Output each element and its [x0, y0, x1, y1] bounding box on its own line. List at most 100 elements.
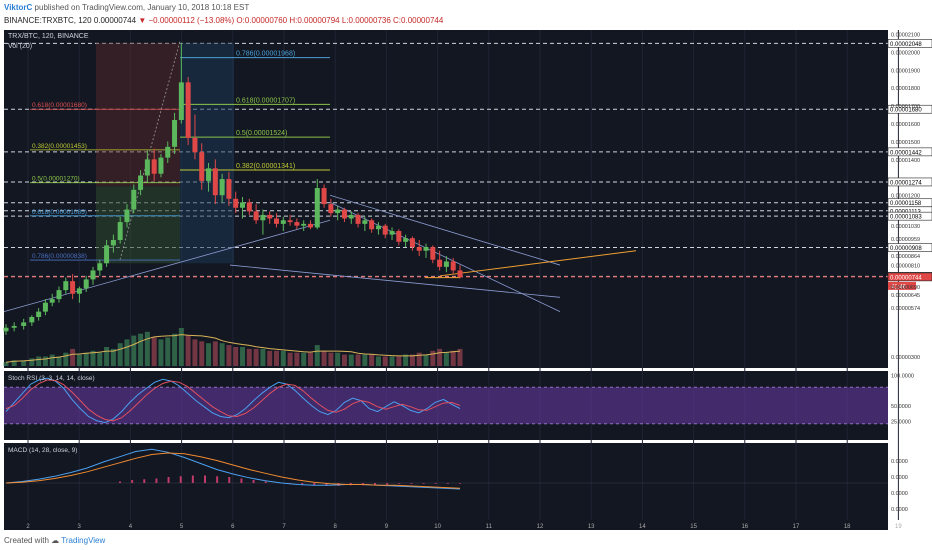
macd-hist-bar: [191, 475, 194, 483]
price-marker-box: [887, 147, 932, 157]
volume-bar: [314, 345, 320, 366]
candle-body: [294, 222, 300, 226]
macd-hist-bar: [422, 483, 425, 484]
candle-body: [56, 290, 62, 300]
macd-hist-bar: [434, 483, 437, 484]
candle-body: [124, 209, 130, 223]
support-line: [439, 250, 637, 277]
volume-bar: [97, 352, 103, 366]
author-link[interactable]: ViktorC: [4, 3, 33, 12]
volume-bar: [450, 350, 456, 366]
macd-hist-bar: [446, 483, 449, 484]
volume-bar: [382, 356, 388, 366]
candle-body: [233, 198, 239, 208]
chart-canvas[interactable]: 2 3 4 5 6 7 8 9 10 11 12 13 14 15 16 17 18 19 0.00002048 0.…: [0, 28, 932, 530]
candle-body: [104, 245, 110, 264]
candle-body: [253, 211, 259, 221]
candle-body: [443, 261, 449, 267]
candle-body: [83, 279, 89, 289]
price-marker-box: [887, 104, 932, 114]
macd-hist-bar: [228, 477, 231, 483]
volume-bar: [63, 352, 69, 366]
candle-body: [450, 261, 456, 271]
price-tick-label: 0.00001030: [891, 224, 920, 230]
volume-bar: [321, 350, 327, 366]
price-tick-label: 0.00000300: [891, 355, 920, 361]
price-tick-label: 0.00001700: [891, 104, 920, 110]
candle-body: [355, 214, 361, 224]
x-tick-label: 13: [588, 524, 595, 530]
candle-body: [307, 223, 313, 228]
close-value: C:0.00000744: [393, 16, 444, 25]
price-tick-label: 0.00000864: [891, 254, 920, 260]
volume-bar: [389, 356, 395, 366]
volume-bar: [131, 335, 137, 366]
candle-body: [260, 214, 266, 221]
stoch-tick-label: 50.0000: [891, 404, 911, 410]
candle-body: [63, 281, 69, 291]
macd-signal-line: [5, 452, 461, 489]
volume-bar: [83, 352, 89, 366]
candle-body: [423, 247, 429, 251]
volume-bar: [151, 337, 157, 366]
x-tick-label: 18: [844, 524, 851, 530]
volume-bar: [56, 356, 62, 366]
volume-bar: [144, 331, 150, 366]
price-marker-label: 0.00000744: [890, 275, 922, 281]
ohlc-line: BINANCE:TRXBTC, 120 0.00000744 ▼ −0.0000…: [4, 16, 443, 25]
volume-bar: [29, 358, 35, 366]
price-marker-label: 0.00001680: [890, 108, 922, 114]
candle-body: [206, 168, 212, 181]
volume-bar: [437, 348, 443, 366]
price-tick-label: 0.00001900: [891, 68, 920, 74]
volume-bar: [158, 339, 164, 366]
candle-body: [409, 238, 415, 248]
volume-bar: [341, 354, 347, 366]
macd-tick-label: 0.0000: [891, 459, 908, 465]
candle-body: [280, 220, 286, 224]
candle-body: [21, 322, 27, 326]
fib-left-label: 0.5(0.00001270): [32, 176, 80, 183]
macd-hist-bar: [167, 477, 170, 483]
price-tick-label: 0.00000645: [891, 293, 920, 299]
volume-bar: [430, 350, 436, 366]
volume-bar: [348, 354, 354, 366]
volume-bar: [199, 341, 205, 366]
volume-bar: [185, 335, 191, 366]
volume-bar: [267, 350, 273, 366]
candle-body: [172, 119, 178, 147]
fib-level-label: 0.786(0.00001968): [236, 51, 295, 58]
candle-body: [97, 263, 103, 271]
volume-bar: [253, 348, 259, 366]
trend-line: [229, 264, 561, 298]
x-tick-label: 4: [129, 524, 133, 530]
fib-level-label: 0.5(0.00001524): [236, 130, 287, 137]
macd-hist-bar: [386, 483, 389, 485]
x-tick-label: 11: [486, 524, 493, 530]
volume-bar: [110, 348, 116, 366]
price-tick-label: 0.00001400: [891, 158, 920, 164]
macd-hist-bar: [410, 483, 413, 484]
macd-hist-bar: [264, 481, 267, 483]
macd-hist-bar: [179, 476, 182, 483]
trend-line: [329, 202, 561, 312]
candle-body: [267, 214, 273, 219]
trend-line: [329, 194, 561, 266]
fib-left-label: 0.618(0.00001680): [32, 102, 87, 109]
volume-bar: [260, 348, 266, 366]
candle-body: [369, 220, 375, 230]
candle-body: [178, 82, 184, 120]
volume-bar: [375, 356, 381, 366]
open-value: O:0.00000760: [236, 16, 288, 25]
fib-level-label: 0.382(0.00001341): [236, 163, 295, 170]
price-tick-label: 0.00001600: [891, 122, 920, 128]
candle-body: [70, 281, 76, 294]
tradingview-brand-link[interactable]: TradingView: [61, 536, 106, 545]
time-axis-bg: [4, 520, 888, 530]
volume-bar: [212, 341, 218, 366]
x-tick-label: 5: [180, 524, 184, 530]
volume-bar: [70, 348, 76, 366]
publish-line: ViktorC published on TradingView.com, Ja…: [4, 3, 249, 12]
candle-body: [117, 222, 123, 240]
created-with-text: Created with: [4, 536, 49, 545]
